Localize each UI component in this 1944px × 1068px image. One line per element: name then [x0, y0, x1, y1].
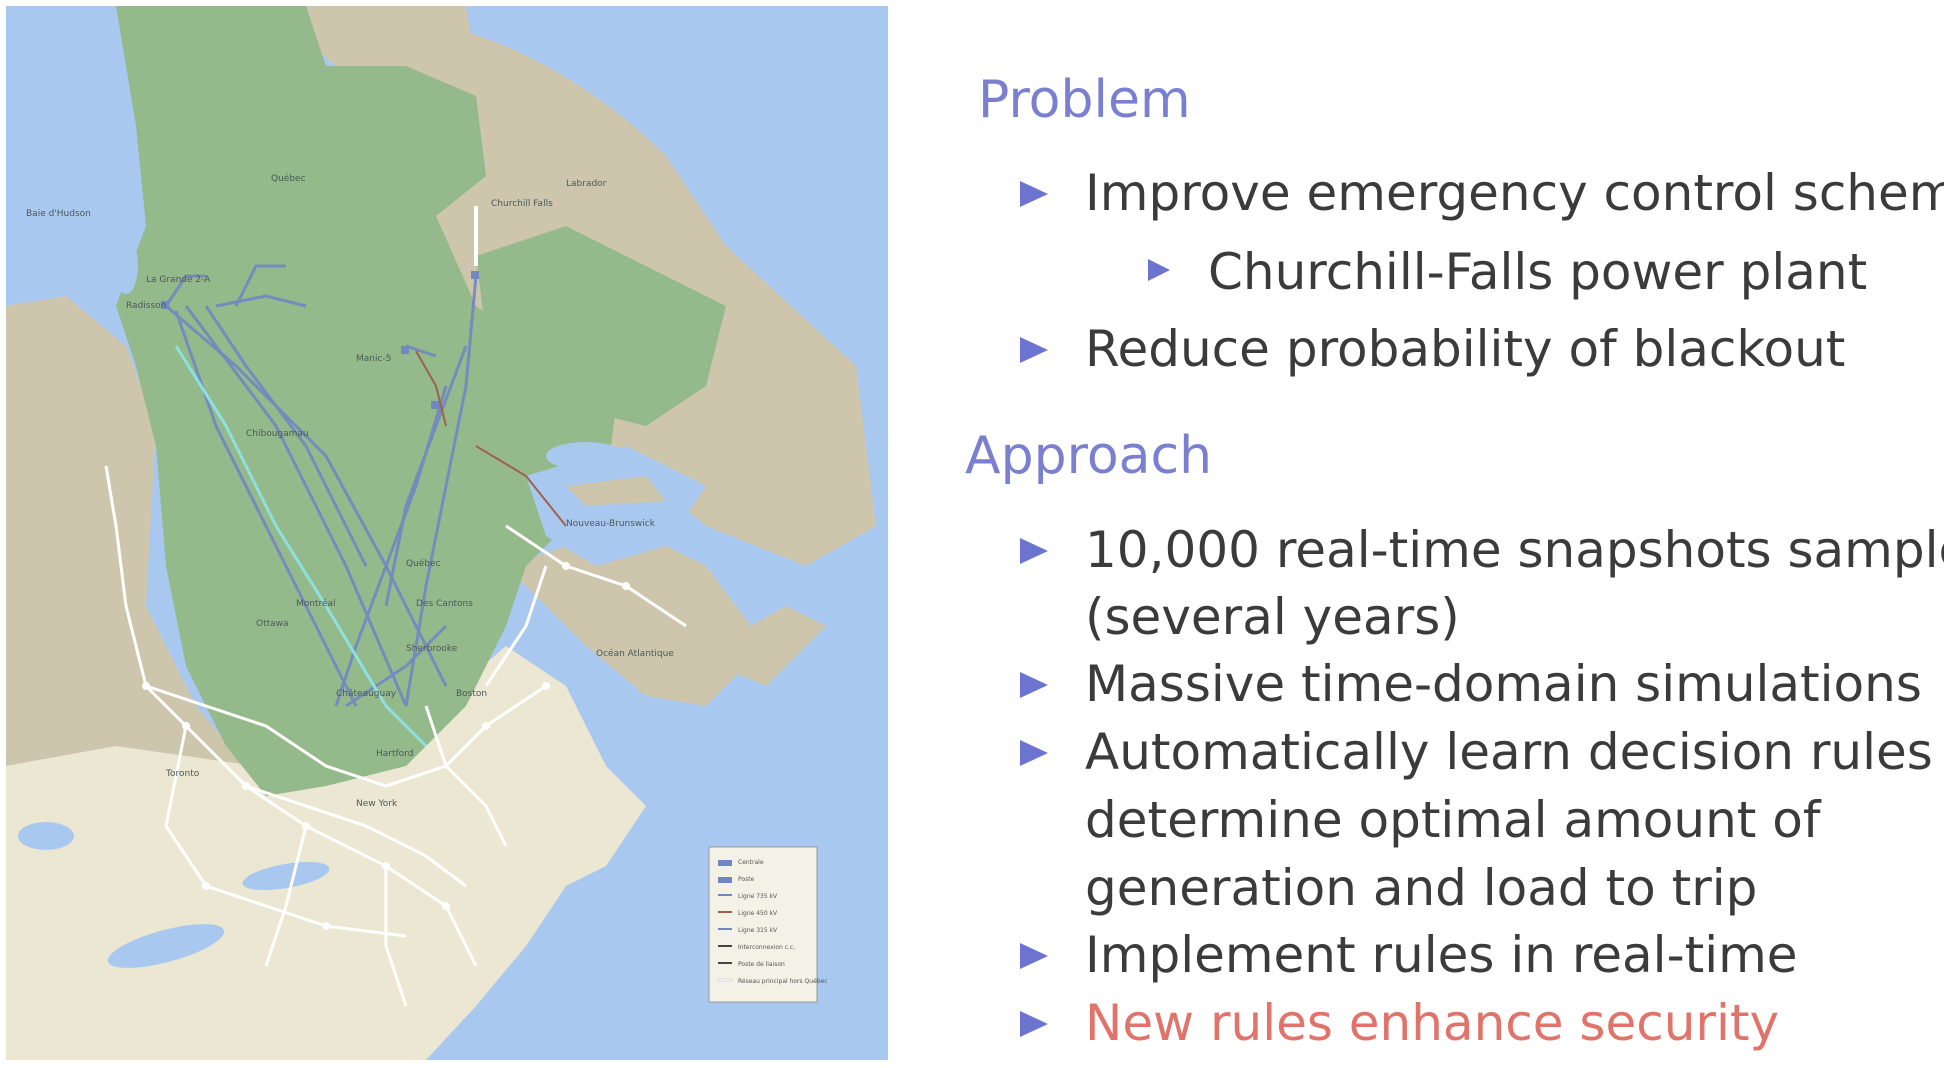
map-label-des-cantons: Des Cantons — [416, 599, 473, 609]
bullet-item: Massive time-domain simulations — [1085, 659, 1922, 709]
map-label-new-york: New York — [356, 799, 398, 809]
legend-label: Réseau principal hors Québec — [738, 978, 828, 985]
bullet-item: Reduce probability of blackout — [1085, 324, 1845, 374]
map-label-ocean: Océan Atlantique — [596, 648, 674, 659]
map-label-labrador: Labrador — [566, 179, 607, 189]
legend-swatch — [718, 962, 732, 964]
legend-swatch — [718, 979, 732, 981]
map-label-quebec: Québec — [271, 173, 306, 184]
map-label-chateauguay: Châteauguay — [336, 689, 397, 699]
lake — [18, 822, 74, 850]
bullet-item: 10,000 real-time snapshots sampled — [1085, 525, 1944, 575]
legend-label: Ligne 450 kV — [738, 910, 778, 917]
section-heading-problem: Problem — [978, 74, 1191, 126]
legend-swatch — [718, 928, 732, 930]
bullet-item-continuation: generation and load to trip — [1085, 863, 1757, 913]
legend-swatch — [718, 860, 732, 866]
map-label-quebec-city: Québec — [406, 558, 441, 569]
bullet-icon — [1020, 740, 1048, 766]
map-label-montreal: Montréal — [296, 598, 336, 609]
sub-bullet-icon — [1148, 259, 1170, 281]
map-label-toronto: Toronto — [165, 769, 200, 779]
legend-label: Ligne 315 kV — [738, 927, 778, 934]
legend-swatch — [718, 911, 732, 913]
legend-label: Interconnexion c.c. — [738, 944, 795, 951]
bullet-item: Implement rules in real-time — [1085, 930, 1798, 980]
bullet-icon — [1020, 337, 1048, 363]
legend-label: Ligne 735 kV — [738, 893, 778, 900]
map-label-chibougamau: Chibougamau — [246, 429, 309, 439]
map-label-sherbrooke: Sherbrooke — [406, 644, 458, 654]
map-label-boston: Boston — [456, 689, 487, 699]
map-label-ottawa: Ottawa — [256, 619, 289, 629]
map-label-radisson: Radisson — [126, 301, 166, 311]
map-label-churchill: Churchill Falls — [491, 199, 553, 209]
map-label-hartford: Hartford — [376, 749, 413, 759]
legend-label: Poste de liaison — [738, 961, 785, 968]
bullet-icon — [1020, 943, 1048, 969]
map-label-moncton: Nouveau-Brunswick — [566, 519, 656, 529]
sub-bullet-item: Churchill-Falls power plant — [1208, 247, 1867, 297]
bullet-icon — [1020, 672, 1048, 698]
map-label-manic: Manic-5 — [356, 354, 391, 364]
legend-swatch — [718, 877, 732, 883]
bullet-item-highlight: New rules enhance security — [1085, 998, 1779, 1048]
legend-swatch — [718, 945, 732, 947]
bullet-icon — [1020, 1011, 1048, 1037]
bullet-item: Improve emergency control scheme — [1085, 168, 1944, 218]
bullet-icon — [1020, 181, 1048, 207]
legend-label: Centrale — [738, 859, 764, 866]
lake — [114, 238, 138, 294]
section-heading-approach: Approach — [965, 430, 1212, 482]
map-label-hudson: Baie d'Hudson — [26, 209, 91, 219]
map-legend: Centrale Poste Ligne 735 kV Ligne 450 kV Lig… — [709, 847, 828, 1002]
map-label-la-grande: La Grande 2-A — [146, 275, 211, 285]
power-grid-map: Québec La Grande 2-A Radisson Manic-5 Ch… — [6, 6, 888, 1060]
bullet-item-continuation: (several years) — [1085, 592, 1460, 642]
legend-swatch — [718, 894, 732, 896]
legend-label: Poste — [738, 876, 755, 883]
bullet-icon — [1020, 538, 1048, 564]
bullet-item-continuation: determine optimal amount of — [1085, 795, 1820, 845]
bullet-item: Automatically learn decision rules to — [1085, 727, 1944, 777]
